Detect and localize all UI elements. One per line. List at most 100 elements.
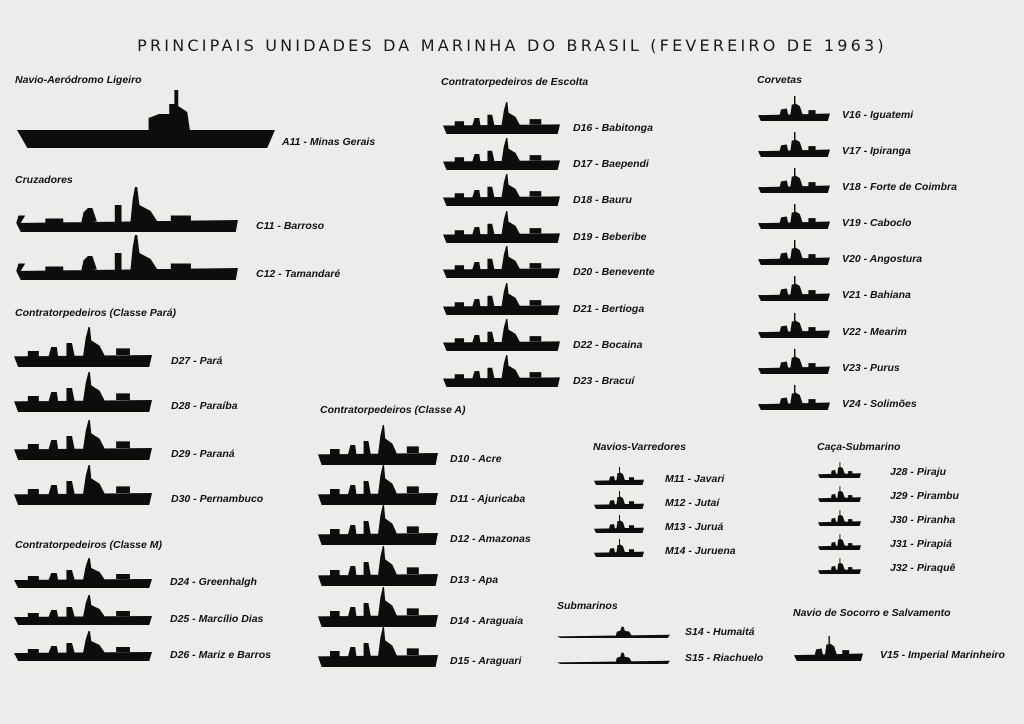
ship-label: V20 - Angostura	[842, 253, 923, 265]
ship-label: V17 - Ipiranga	[842, 145, 911, 157]
ship-entry: M11 - Javari	[594, 467, 724, 485]
ship-entry: D21 - Bertioga	[443, 283, 644, 315]
ship-label: V24 - Solimões	[842, 398, 917, 410]
ship-entry: D11 - Ajuricaba	[318, 465, 525, 505]
ship-label: J28 - Piraju	[890, 466, 947, 478]
ship-entry: C12 - Tamandaré	[14, 235, 340, 280]
section-heading-contratorpedeiros-classe-m: Contratorpedeiros (Classe M)	[15, 539, 163, 551]
section-heading-corvetas: Corvetas	[757, 74, 802, 86]
section-heading-cruzadores: Cruzadores	[15, 174, 73, 186]
ship-entry: J30 - Piranha	[818, 510, 955, 526]
ship-entry: D19 - Beberibe	[443, 211, 647, 243]
ship-label: S15 - Riachuelo	[685, 652, 764, 664]
ship-label: D18 - Bauru	[573, 194, 632, 206]
ship-silhouette-icon	[758, 168, 830, 193]
ship-silhouette-icon	[758, 96, 830, 121]
ship-silhouette-icon	[557, 626, 670, 638]
ship-label: D15 - Araguari	[450, 655, 522, 667]
ship-entry: V15 - Imperial Marinheiro	[794, 636, 1005, 661]
ship-entry: A11 - Minas Gerais	[17, 88, 375, 148]
ship-silhouette-icon	[557, 652, 670, 664]
ship-silhouette-icon	[818, 486, 861, 502]
ship-entry: J32 - Piraquê	[818, 558, 955, 574]
ship-label: D20 - Benevente	[573, 266, 655, 278]
ship-entry: M14 - Juruena	[594, 539, 736, 557]
ship-entry: M12 - Jutaí	[594, 491, 719, 509]
ship-silhouette-icon	[318, 627, 438, 667]
ship-entry: S15 - Riachuelo	[557, 652, 763, 664]
ship-silhouette-icon	[443, 355, 560, 387]
ship-entry: V18 - Forte de Coimbra	[758, 168, 957, 193]
ship-silhouette-icon	[14, 595, 152, 625]
ship-label: V18 - Forte de Coimbra	[842, 181, 957, 193]
ship-silhouette-icon	[14, 465, 152, 505]
section-heading-contratorpedeiros-de-escolta: Contratorpedeiros de Escolta	[441, 76, 589, 88]
ship-silhouette-icon	[758, 204, 830, 229]
ship-entry: D22 - Bocaina	[443, 319, 642, 351]
ship-label: V23 - Purus	[842, 362, 900, 374]
ship-label: D12 - Amazonas	[450, 533, 531, 545]
ship-silhouette-icon	[758, 276, 830, 301]
ship-label: D24 - Greenhalgh	[170, 576, 257, 588]
ship-entry: D17 - Baependi	[443, 138, 649, 170]
ship-label: V21 - Bahiana	[842, 289, 911, 301]
ship-entry: D24 - Greenhalgh	[14, 558, 257, 588]
ship-entry: D28 - Paraíba	[14, 372, 238, 412]
ship-silhouette-icon	[758, 385, 830, 410]
ship-silhouette-icon	[318, 587, 438, 627]
section-heading-contratorpedeiros-classe-para: Contratorpedeiros (Classe Pará)	[15, 307, 177, 319]
ship-entry: C11 - Barroso	[14, 187, 324, 232]
ship-label: V16 - Iguatemi	[842, 109, 914, 121]
ship-silhouette-icon	[14, 420, 152, 460]
ship-silhouette-icon	[818, 510, 861, 526]
ship-label: D21 - Bertioga	[573, 303, 645, 315]
section-heading-navio-aerodromo-ligeiro: Navio-Aeródromo Ligeiro	[15, 74, 142, 86]
ship-entry: D14 - Araguaia	[318, 587, 523, 627]
ship-label: M11 - Javari	[665, 473, 725, 485]
ship-label: J32 - Piraquê	[890, 562, 956, 574]
ship-silhouette-icon	[594, 515, 644, 533]
ship-label: A11 - Minas Gerais	[282, 136, 376, 148]
ship-label: D23 - Bracuí	[573, 375, 635, 387]
ship-label: M12 - Jutaí	[665, 497, 720, 509]
ship-silhouette-icon	[443, 138, 560, 170]
section-heading-navio-de-socorro-e-salvamento: Navio de Socorro e Salvamento	[793, 607, 951, 619]
ship-entry: D20 - Benevente	[443, 246, 655, 278]
ship-silhouette-icon	[758, 313, 830, 338]
ship-entry: V22 - Mearim	[758, 313, 907, 338]
section-heading-navios-varredores: Navios-Varredores	[593, 441, 686, 453]
ship-entry: D13 - Apa	[318, 546, 498, 586]
ship-entry: V23 - Purus	[758, 349, 900, 374]
ship-label: D17 - Baependi	[573, 158, 649, 170]
ship-silhouette-icon	[318, 465, 438, 505]
ship-label: S14 - Humaitá	[685, 626, 755, 638]
ship-label: D13 - Apa	[450, 574, 499, 586]
ship-silhouette-icon	[443, 246, 560, 278]
ship-label: V22 - Mearim	[842, 326, 907, 338]
ship-entry: D12 - Amazonas	[318, 505, 531, 545]
ship-label: D30 - Pernambuco	[171, 493, 264, 505]
ship-label: M13 - Juruá	[665, 521, 724, 533]
ship-label: D25 - Marcílio Dias	[170, 613, 264, 625]
ship-label: V15 - Imperial Marinheiro	[880, 649, 1005, 661]
ship-silhouette-icon	[318, 425, 438, 465]
ship-entry: D18 - Bauru	[443, 174, 632, 206]
ship-entry: V21 - Bahiana	[758, 276, 911, 301]
ship-silhouette-icon	[17, 90, 275, 148]
ship-label: D22 - Bocaina	[573, 339, 643, 351]
ship-label: M14 - Juruena	[665, 545, 736, 557]
ship-label: J30 - Piranha	[890, 514, 956, 526]
ship-silhouette-icon	[14, 631, 152, 661]
ship-entry: M13 - Juruá	[594, 515, 723, 533]
ship-silhouette-icon	[443, 319, 560, 351]
ship-silhouette-icon	[758, 132, 830, 157]
ship-label: C12 - Tamandaré	[256, 268, 341, 280]
ship-label: D27 - Pará	[171, 355, 223, 367]
ship-label: J29 - Pirambu	[890, 490, 959, 502]
ship-label: C11 - Barroso	[256, 220, 325, 232]
ship-silhouette-icon	[318, 546, 438, 586]
ship-entry: V17 - Ipiranga	[758, 132, 911, 157]
ship-label: D10 - Acre	[450, 453, 502, 465]
ship-label: D26 - Mariz e Barros	[170, 649, 271, 661]
ship-silhouette-icon	[16, 187, 238, 232]
